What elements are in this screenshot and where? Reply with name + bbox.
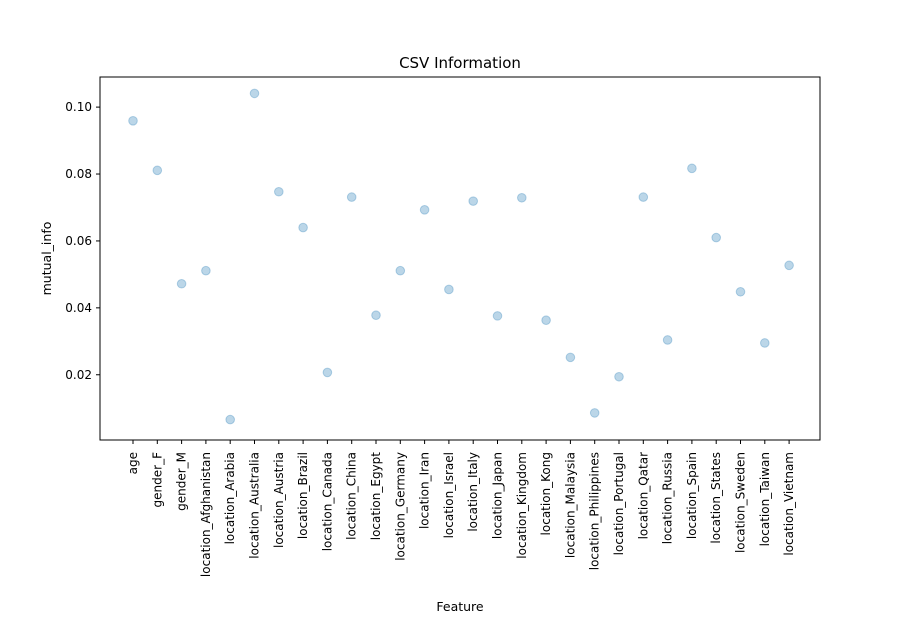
- data-point: [274, 186, 284, 197]
- data-point: [395, 265, 406, 276]
- data-point: [638, 192, 649, 202]
- x-tick-label: location_Spain: [685, 452, 699, 539]
- x-tick-label: location_Canada: [320, 452, 334, 551]
- x-tick-label: location_Iran: [418, 452, 432, 529]
- x-tick-label: location_Portugal: [612, 452, 626, 555]
- data-point: [565, 352, 576, 363]
- y-tick-label: 0.04: [65, 301, 92, 315]
- data-point: [152, 165, 163, 176]
- data-point: [201, 265, 211, 276]
- plot-area-frame: [99, 76, 821, 441]
- data-point: [322, 367, 333, 378]
- x-axis-title: Feature: [436, 599, 484, 614]
- data-point: [589, 408, 600, 418]
- data-point: [225, 414, 235, 425]
- x-tick-label: location_Russia: [661, 452, 675, 544]
- x-tick-label: location_Taiwan: [758, 452, 772, 546]
- data-point: [711, 232, 722, 243]
- x-tick-label: location_Vietnam: [782, 452, 796, 556]
- x-axis: age gender_F gender_M location_Afghanistan l…: [126, 440, 796, 577]
- data-point: [760, 338, 770, 348]
- x-tick-label: location_Afghanistan: [199, 452, 213, 577]
- data-point: [614, 371, 624, 382]
- x-tick-label: location_Japan: [491, 452, 505, 539]
- x-tick-label: location_Kingdom: [515, 452, 529, 559]
- x-tick-label: location_Qatar: [636, 452, 650, 539]
- data-point: [298, 222, 308, 233]
- data-point: [176, 278, 187, 289]
- x-tick-label: age: [126, 452, 140, 474]
- x-tick-label: location_Germany: [393, 452, 407, 561]
- data-point: [249, 88, 260, 99]
- x-tick-label: location_Sweden: [734, 452, 748, 553]
- x-tick-label: location_Brazil: [296, 452, 310, 539]
- x-tick-label: location_Philippines: [588, 452, 602, 570]
- data-point: [128, 116, 138, 126]
- data-point: [444, 284, 454, 295]
- x-tick-label: location_States: [709, 452, 723, 544]
- data-point: [517, 192, 527, 203]
- x-tick-label: location_Italy: [466, 452, 480, 532]
- data-point: [492, 311, 503, 321]
- y-axis-title: mutual_info: [39, 222, 54, 296]
- y-tick-label: 0.08: [65, 167, 92, 181]
- data-point: [346, 192, 357, 202]
- data-point: [687, 163, 697, 174]
- x-tick-label: location_Arabia: [223, 452, 237, 544]
- y-tick-label: 0.10: [65, 100, 92, 114]
- x-tick-label: location_Australia: [248, 452, 262, 559]
- x-tick-label: gender_F: [150, 452, 164, 508]
- chart-title: CSV Information: [399, 54, 521, 72]
- data-point: [371, 310, 381, 321]
- data-point: [541, 315, 551, 326]
- y-tick-label: 0.06: [65, 234, 92, 248]
- data-point: [419, 205, 430, 215]
- x-tick-label: location_Israel: [442, 452, 456, 538]
- data-point: [784, 260, 794, 271]
- x-tick-label: location_Egypt: [369, 452, 383, 541]
- data-point: [735, 286, 746, 297]
- x-tick-label: location_Austria: [272, 452, 286, 548]
- y-tick-label: 0.02: [65, 368, 92, 382]
- data-points: [128, 88, 794, 425]
- data-point: [662, 335, 673, 345]
- x-tick-label: location_China: [345, 452, 359, 540]
- x-tick-label: gender_M: [175, 452, 189, 511]
- data-point: [468, 196, 479, 206]
- y-axis: 0.02 0.04 0.06 0.08 0.10: [65, 100, 100, 382]
- x-tick-label: location_Malaysia: [563, 452, 577, 558]
- x-tick-label: location_Kong: [539, 452, 553, 535]
